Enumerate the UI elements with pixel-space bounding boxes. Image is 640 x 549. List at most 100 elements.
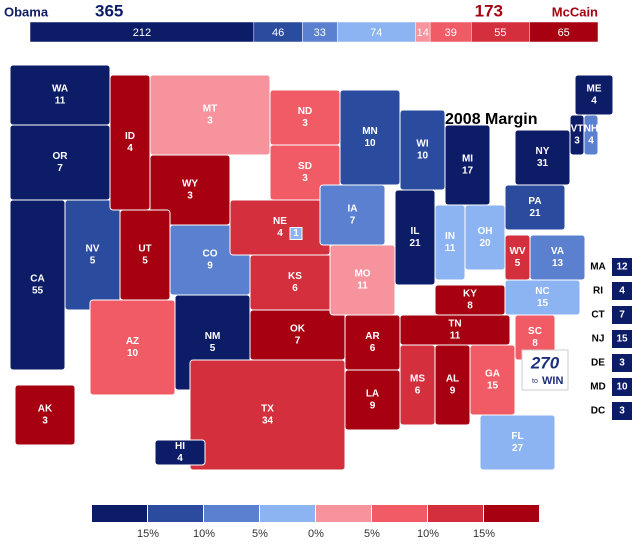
small-state-box [612,330,632,348]
small-state-votes: 3 [619,406,625,417]
state-votes: 6 [292,283,298,294]
state-votes: 10 [417,151,429,162]
state-votes: 3 [302,118,308,129]
segment-label: 212 [133,27,151,39]
state-abbr: WY [182,179,198,190]
small-state-votes: 4 [619,286,625,297]
logo: 270 to WIN [521,349,569,391]
state-abbr: LA [366,389,379,400]
state-votes: 20 [479,238,491,249]
district [289,227,303,240]
state-abbr: TX [261,404,274,415]
state [529,234,586,281]
small-state-abbr: RI [593,286,603,297]
small-state-box [612,282,632,300]
state-votes: 34 [262,416,274,427]
state-abbr: CO [203,249,218,260]
legend-label: 10% [417,528,439,540]
segment-label: 55 [494,27,506,39]
state-abbr: TN [448,319,461,330]
state-abbr: AK [38,404,53,415]
logo-number: 270 [530,353,560,372]
legend-swatch [316,505,371,522]
segment-label: 65 [558,27,570,39]
state-votes: 9 [207,261,213,272]
state-abbr: OH [478,226,493,237]
state-votes: 4 [591,96,597,107]
state-abbr: MT [203,104,217,115]
legend-swatch [428,505,483,522]
state-votes: 4 [588,136,594,147]
state [574,74,614,116]
state-abbr: SC [528,326,542,337]
legend-swatch [148,505,203,522]
state-votes: 27 [512,443,524,454]
legend-label: 15% [137,528,159,540]
state-votes: 5 [142,256,148,267]
state-votes: 11 [445,243,456,254]
state-abbr: SD [298,161,312,172]
state-abbr: KY [463,289,477,300]
state-abbr: WA [52,84,68,95]
state-abbr: NC [535,286,549,297]
state-votes: 3 [207,116,213,127]
state-abbr: IL [411,226,420,237]
state-votes: 6 [370,343,376,354]
legend-swatch [92,505,147,522]
state-abbr: HI [175,441,185,452]
state-votes: 4 [177,453,183,464]
small-state-abbr: NJ [592,334,605,345]
state-abbr: ND [298,106,312,117]
state-abbr: ME [587,84,602,95]
state-votes: 3 [574,136,580,147]
state-abbr: WI [416,139,428,150]
map-title: 2008 Margin [445,111,537,128]
state-abbr: IA [348,204,358,215]
legend-label: 5% [252,528,268,540]
state-abbr: UT [138,244,151,255]
state-abbr: NY [536,146,550,157]
state-abbr: VT [571,124,584,135]
state-votes: 9 [370,401,376,412]
logo-word: WIN [542,375,563,387]
small-state-box [612,258,632,276]
bar-segment [529,21,599,43]
state-votes: 7 [57,163,63,174]
state-abbr: MS [410,374,425,385]
state-votes: 4 [127,143,133,154]
state-votes: 3 [302,173,308,184]
state-votes: 4 [277,228,283,239]
small-state-abbr: MA [590,262,606,273]
small-state-box [612,354,632,372]
segment-label: 14 [417,27,429,39]
state-abbr: ID [125,131,135,142]
legend-label: 5% [364,528,380,540]
right-name: McCain [552,4,598,19]
small-state-abbr: DC [591,406,605,417]
right-total: 173 [475,1,503,20]
small-state-abbr: DE [591,358,605,369]
state-votes: 17 [462,166,474,177]
segment-label: 46 [272,27,284,39]
state-votes: 3 [187,191,193,202]
state-votes: 5 [515,258,521,269]
state-abbr: OR [53,151,69,162]
state-abbr: PA [528,196,541,207]
legend-swatch [204,505,259,522]
state-votes: 6 [415,386,421,397]
state-abbr: KS [288,271,302,282]
state-votes: 15 [537,298,549,309]
state-abbr: OK [290,324,306,335]
state-votes: 3 [42,416,48,427]
state-votes: 11 [357,281,368,292]
state-abbr: NM [205,331,221,342]
legend-swatch [484,505,539,522]
small-state-abbr: CT [591,310,604,321]
segment-label: 74 [370,27,382,39]
state-votes: 10 [127,348,139,359]
state-abbr: IN [445,231,455,242]
small-state-abbr: MD [590,382,606,393]
state-abbr: WV [509,246,525,257]
state-abbr: NE [273,216,287,227]
